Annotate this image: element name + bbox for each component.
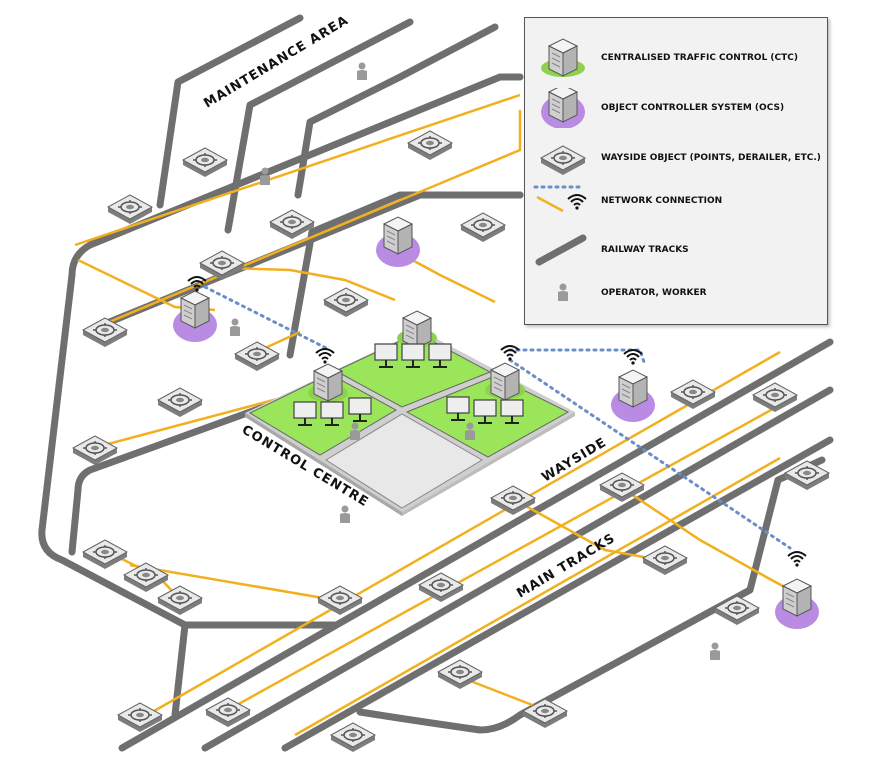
legend-network: NETWORK CONNECTION: [525, 181, 827, 221]
ocs-units: [173, 216, 819, 629]
operator-icon: [230, 318, 240, 336]
wayside-object-icon: [157, 387, 203, 418]
operator-icon: [357, 62, 367, 80]
legend-ctc: CENTRALISED TRAFFIC CONTROL (CTC): [525, 38, 827, 78]
ocs-unit: [376, 216, 420, 267]
wayside-object-icon: [670, 379, 716, 410]
legend-wayside-object: WAYSIDE OBJECT (POINTS, DERAILER, ETC.): [525, 138, 827, 178]
wifi-icon: [500, 345, 520, 362]
ocs-unit: [173, 290, 217, 342]
wayside-object-icon: [330, 722, 376, 753]
wayside-object-icon: [752, 382, 798, 413]
wifi-icon: [315, 348, 335, 365]
ctc-unit-right: [485, 362, 525, 401]
operator-icon: [710, 642, 720, 660]
wifi-icon: [787, 551, 807, 568]
wayside-object-icon: [460, 212, 506, 243]
legend: CENTRALISED TRAFFIC CONTROL (CTC) OBJECT…: [524, 17, 828, 325]
legend-operator: OPERATOR, WORKER: [525, 273, 827, 313]
operator-icon: [558, 283, 568, 301]
wayside-object-icon: [714, 595, 760, 626]
wayside-object-icon: [540, 145, 586, 176]
wayside-object-icon: [234, 341, 280, 372]
railway-track-icon: [535, 234, 587, 266]
operator-icon: [340, 505, 350, 523]
wayside-object-icon: [642, 545, 688, 576]
wayside-object-icon: [407, 130, 453, 161]
network-connection-icon: [533, 185, 587, 213]
wayside-object-icon: [199, 250, 245, 281]
server-icon: [541, 88, 585, 128]
wayside-object-icon: [323, 287, 369, 318]
wayside-object-icon: [437, 659, 483, 690]
legend-ocs: OBJECT CONTROLLER SYSTEM (OCS): [525, 88, 827, 128]
ctc-unit-top: [397, 310, 437, 349]
railway-tracks: [38, 14, 834, 752]
wayside-object-icon: [490, 485, 536, 516]
wayside-object-icon: [123, 562, 169, 593]
legend-tracks: RAILWAY TRACKS: [525, 230, 827, 270]
server-icon: [541, 38, 585, 77]
wayside-object-icon: [82, 539, 128, 570]
ctc-unit-left: [308, 363, 348, 402]
wifi-icon: [623, 349, 643, 366]
ocs-unit: [775, 578, 819, 629]
wireless-connections: [203, 285, 792, 550]
wayside-object-icon: [182, 147, 228, 178]
wayside-object-icon: [82, 317, 128, 348]
wayside-object-icon: [269, 209, 315, 240]
ocs-unit: [611, 369, 655, 422]
